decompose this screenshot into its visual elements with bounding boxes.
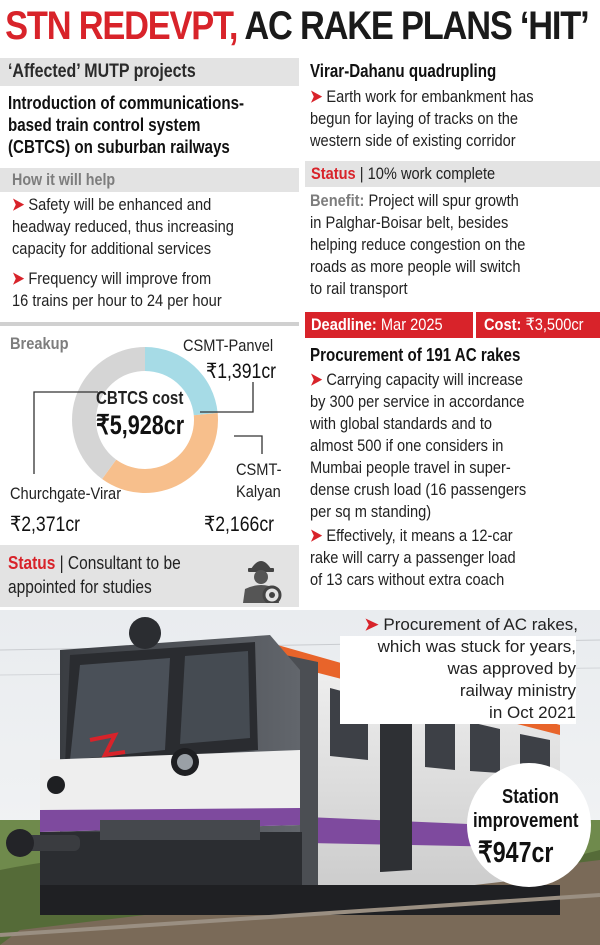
bullet-line: headway reduced, thus increasing bbox=[12, 217, 234, 236]
status-text: | Consultant to be bbox=[55, 553, 181, 573]
cbtcs-title-line: based train control system bbox=[8, 115, 201, 135]
bullet-line: Effectively, it means a 12-car bbox=[326, 526, 513, 545]
bullet-line: which was stuck for years, bbox=[340, 636, 576, 658]
cbtcs-title: Introduction of communications- based tr… bbox=[8, 92, 289, 158]
section-tag-text: ‘Affected’ MUTP projects bbox=[8, 61, 196, 82]
csmt-panvel-value: ₹1,391cr bbox=[206, 360, 277, 383]
deadline-label: Deadline: bbox=[311, 315, 377, 334]
bullet-line: capacity for additional services bbox=[12, 239, 212, 258]
cbtcs-status-box: Status | Consultant to be appointed for … bbox=[0, 545, 299, 607]
cost-value: ₹3,500cr bbox=[525, 315, 584, 334]
churchgate-virar-value: ₹2,371cr bbox=[10, 513, 81, 536]
station-label: improvement bbox=[473, 810, 579, 832]
arrow-icon: ➤ bbox=[310, 87, 323, 106]
headline-part2: AC RAKE PLANS ‘HIT’ bbox=[237, 4, 589, 48]
station-label: Station bbox=[502, 786, 559, 808]
ac-rakes-approval-lines: which was stuck for years, was approved … bbox=[340, 636, 576, 724]
benefit-line: helping reduce congestion on the bbox=[310, 235, 526, 254]
bullet-line: almost 500 if one considers in bbox=[310, 436, 504, 455]
cbtcs-title-line: (CBTCS) on suburban railways bbox=[8, 137, 230, 157]
cbtcs-bullet-safety: ➤ Safety will be enhanced and headway re… bbox=[12, 194, 270, 260]
virar-status-band: Status | 10% work complete bbox=[305, 161, 600, 187]
csmt-kalyan-label: CSMT- bbox=[236, 460, 282, 479]
bullet-line: of 13 cars without extra coach bbox=[310, 570, 505, 589]
benefit-line: to rail transport bbox=[310, 279, 408, 298]
arrow-icon: ➤ bbox=[364, 615, 379, 634]
deadline-bar: Deadline: Mar 2025 Cost: ₹3,500cr bbox=[305, 312, 600, 338]
bullet-line: in Oct 2021 bbox=[340, 702, 576, 724]
bullet-line: railway ministry bbox=[340, 680, 576, 702]
benefit-line: roads as more people will switch bbox=[310, 257, 521, 276]
ac-rakes-section: Procurement of 191 AC rakes ➤ Carrying c… bbox=[310, 344, 561, 591]
donut-slices bbox=[71, 347, 219, 493]
cbtcs-bullet-frequency: ➤ Frequency will improve from 16 trains … bbox=[12, 268, 256, 312]
donut-slice-csmt-kalyan bbox=[102, 412, 219, 493]
arrow-icon: ➤ bbox=[310, 526, 323, 545]
benefit-line: in Palghar-Boisar belt, besides bbox=[310, 213, 509, 232]
donut-center-value: ₹5,928cr bbox=[96, 410, 185, 440]
churchgate-virar-label: Churchgate-Virar bbox=[10, 484, 122, 503]
deadline-value: Mar 2025 bbox=[376, 315, 443, 334]
breakup-section: Breakup CBTCS cost ₹5,928cr CSMT-Panvel … bbox=[0, 322, 299, 544]
bullet-line: was approved by bbox=[340, 658, 576, 680]
csmt-kalyan-label: Kalyan bbox=[236, 482, 281, 501]
bullet-line: by 300 per service in accordance bbox=[310, 392, 525, 411]
bullet-line: dense crush load (16 passengers bbox=[310, 480, 527, 499]
bullet-line: Earth work for embankment has bbox=[326, 87, 534, 106]
virar-dahanu-title: Virar-Dahanu quadrupling bbox=[310, 61, 497, 81]
benefit-line: Project will spur growth bbox=[364, 191, 519, 210]
bullet-line: western side of existing corridor bbox=[310, 131, 516, 150]
leader-line bbox=[234, 435, 263, 454]
csmt-kalyan-value: ₹2,166cr bbox=[204, 513, 275, 536]
breakup-label: Breakup bbox=[10, 334, 69, 353]
ac-rakes-title: Procurement of 191 AC rakes bbox=[310, 345, 521, 365]
status-text: appointed for studies bbox=[8, 577, 152, 597]
status-label: Status bbox=[311, 164, 356, 183]
leader-line bbox=[200, 382, 254, 413]
worker-icon bbox=[243, 561, 282, 603]
how-help-label: How it will help bbox=[12, 170, 116, 189]
csmt-panvel-label: CSMT-Panvel bbox=[183, 336, 274, 355]
bullet-line: per sq m standing) bbox=[310, 502, 432, 521]
leader-line bbox=[33, 391, 98, 474]
cbtcs-title-line: Introduction of communications- bbox=[8, 93, 245, 113]
section-tag: ‘Affected’ MUTP projects bbox=[0, 58, 299, 86]
status-label: Status bbox=[8, 553, 56, 573]
arrow-icon: ➤ bbox=[12, 269, 25, 288]
bullet-line: Safety will be enhanced and bbox=[28, 195, 212, 214]
donut-slice-csmt-panvel bbox=[145, 347, 218, 416]
bullet-line: Procurement of AC rakes, bbox=[383, 615, 578, 634]
benefit-label: Benefit: bbox=[310, 191, 365, 210]
bullet-line: begun for laying of tracks on the bbox=[310, 109, 519, 128]
arrow-icon: ➤ bbox=[12, 195, 25, 214]
ac-rakes-approval: ➤ Procurement of AC rakes, bbox=[330, 614, 578, 636]
cost-label: Cost: bbox=[484, 315, 522, 334]
how-help-band: How it will help bbox=[0, 168, 299, 192]
station-value: ₹947cr bbox=[478, 837, 554, 869]
bullet-line: with global standards and to bbox=[310, 414, 493, 433]
bullet-line: 16 trains per hour to 24 per hour bbox=[12, 291, 222, 310]
headline: STN REDEVPT, AC RAKE PLANS ‘HIT’ bbox=[0, 0, 589, 52]
donut-slice-churchgate-virar bbox=[71, 347, 145, 480]
benefit-block: Benefit: Project will spur growth in Pal… bbox=[310, 190, 560, 300]
bullet-line: Carrying capacity will increase bbox=[326, 370, 523, 389]
cost-box: Cost: ₹3,500cr bbox=[473, 312, 600, 338]
arrow-icon: ➤ bbox=[310, 370, 323, 389]
station-improvement-badge: Station improvement ₹947cr bbox=[467, 763, 591, 887]
status-text: | 10% work complete bbox=[355, 164, 496, 183]
headline-part1: STN REDEVPT, bbox=[5, 4, 238, 48]
donut-center-label: CBTCS cost bbox=[96, 388, 184, 408]
bullet-line: rake will carry a passenger load bbox=[310, 548, 516, 567]
bullet-line: Mumbai people travel in super- bbox=[310, 458, 511, 477]
virar-dahanu-section: Virar-Dahanu quadrupling ➤ Earth work fo… bbox=[310, 60, 570, 152]
cbtcs-donut-chart bbox=[33, 347, 263, 493]
bullet-line: Frequency will improve from bbox=[28, 269, 212, 288]
